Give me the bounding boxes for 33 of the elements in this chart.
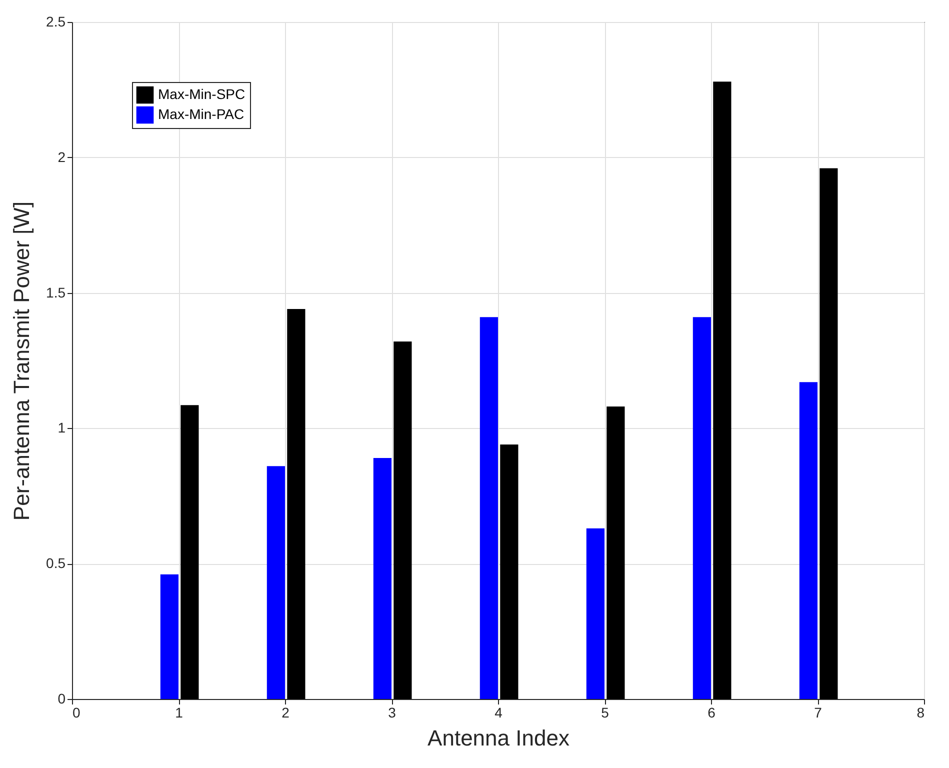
bar <box>606 406 625 699</box>
y-tick-label: 2 <box>58 148 66 165</box>
bar <box>586 528 604 699</box>
x-tick-label: 3 <box>388 704 396 720</box>
bar <box>500 444 518 699</box>
y-tick-label: 1 <box>58 420 66 436</box>
x-tick-label: 1 <box>175 704 184 720</box>
x-tick-label: 5 <box>601 704 610 720</box>
bar <box>266 466 285 699</box>
bar <box>820 168 838 699</box>
x-tick-label: 2 <box>282 704 290 720</box>
legend-label: Max-Min-SPC <box>158 86 246 102</box>
bar <box>799 382 818 699</box>
y-axis-title: Per-antenna Transmit Power [W] <box>9 201 34 521</box>
bar <box>394 342 412 699</box>
y-tick-label: 0 <box>58 690 66 706</box>
x-tick-label: 6 <box>708 704 716 720</box>
x-tick-label: 7 <box>814 704 822 720</box>
x-axis-title: Antenna Index <box>428 726 570 750</box>
bar <box>160 574 178 699</box>
bar <box>180 405 199 699</box>
bar <box>713 82 732 699</box>
y-tick-label: 0.5 <box>46 555 66 572</box>
x-tick-label: 0 <box>72 704 80 720</box>
legend-label: Max-Min-PAC <box>158 106 244 122</box>
bar <box>373 458 392 699</box>
y-tick-label: 2.5 <box>46 14 66 30</box>
y-tick-label: 1.5 <box>46 284 66 300</box>
x-tick-label: 4 <box>494 704 503 720</box>
bar <box>480 317 498 699</box>
x-tick-label: 8 <box>916 704 925 720</box>
bar <box>287 309 306 699</box>
bar <box>692 317 711 699</box>
